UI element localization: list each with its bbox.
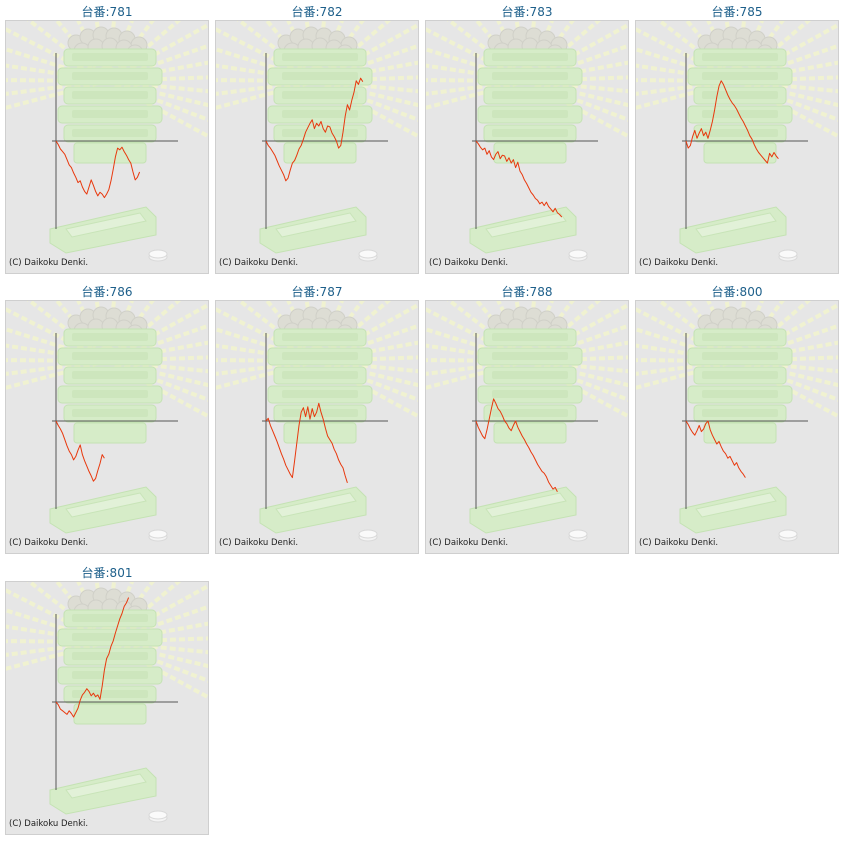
stacked-boxes bbox=[687, 48, 793, 164]
stacked-boxes bbox=[57, 48, 163, 164]
background-illustration bbox=[6, 582, 208, 823]
graph-svg bbox=[426, 301, 628, 542]
medal-difference-line bbox=[55, 420, 105, 482]
tray bbox=[259, 486, 367, 534]
medal-difference-line bbox=[55, 140, 141, 199]
graph-panel: (C) Daikoku Denki. bbox=[5, 300, 209, 554]
machine-number-title[interactable]: 台番:785 bbox=[711, 5, 763, 19]
copyright-text: (C) Daikoku Denki. bbox=[429, 258, 509, 268]
background-illustration bbox=[636, 21, 838, 262]
copyright-text: (C) Daikoku Denki. bbox=[429, 538, 509, 548]
stacked-boxes bbox=[687, 328, 793, 444]
graph-panel: (C) Daikoku Denki. bbox=[215, 300, 419, 554]
machine-graph-card: 台番:786 (C) Daikoku Denki. bbox=[5, 280, 209, 554]
stacked-boxes bbox=[267, 48, 373, 164]
copyright-text: (C) Daikoku Denki. bbox=[639, 258, 719, 268]
graph-svg bbox=[216, 301, 418, 542]
graph-svg bbox=[6, 21, 208, 262]
tray bbox=[679, 206, 787, 254]
medal-difference-line bbox=[475, 140, 563, 218]
machine-graph-card: 台番:788 (C) Daikoku Denki. bbox=[425, 280, 629, 554]
graph-svg bbox=[426, 21, 628, 262]
background-illustration bbox=[216, 301, 418, 542]
medal-difference-line bbox=[55, 597, 130, 718]
medal-difference-line bbox=[475, 398, 558, 493]
graph-svg bbox=[636, 301, 838, 542]
copyright-text: (C) Daikoku Denki. bbox=[219, 538, 299, 548]
graph-svg bbox=[6, 301, 208, 542]
machine-graph-card: 台番:787 (C) Daikoku Denki. bbox=[215, 280, 419, 554]
coin bbox=[148, 810, 168, 823]
background-illustration bbox=[636, 301, 838, 542]
stacked-boxes bbox=[57, 328, 163, 444]
machine-graph-card: 台番:785 (C) Daikoku Denki. bbox=[635, 0, 839, 274]
machine-number-title[interactable]: 台番:782 bbox=[291, 5, 343, 19]
graph-panel: (C) Daikoku Denki. bbox=[425, 20, 629, 274]
stacked-boxes bbox=[267, 328, 373, 444]
copyright-text: (C) Daikoku Denki. bbox=[9, 538, 89, 548]
graph-panel: (C) Daikoku Denki. bbox=[635, 20, 839, 274]
coin bbox=[778, 249, 798, 262]
graph-panel: (C) Daikoku Denki. bbox=[425, 300, 629, 554]
machine-number-title[interactable]: 台番:788 bbox=[501, 285, 553, 299]
machine-number-title[interactable]: 台番:800 bbox=[711, 285, 763, 299]
medal-difference-line bbox=[265, 77, 364, 182]
coin bbox=[358, 529, 378, 542]
copyright-text: (C) Daikoku Denki. bbox=[219, 258, 299, 268]
graph-panel: (C) Daikoku Denki. bbox=[5, 20, 209, 274]
tray bbox=[49, 767, 157, 815]
graph-panel: (C) Daikoku Denki. bbox=[635, 300, 839, 554]
machine-number-title[interactable]: 台番:787 bbox=[291, 285, 343, 299]
machine-number-title[interactable]: 台番:781 bbox=[81, 5, 133, 19]
machine-graph-card: 台番:782 (C) Daikoku Denki. bbox=[215, 0, 419, 274]
coin bbox=[568, 529, 588, 542]
machine-number-title[interactable]: 台番:783 bbox=[501, 5, 553, 19]
graph-panel: (C) Daikoku Denki. bbox=[5, 581, 209, 835]
medal-difference-line bbox=[685, 420, 746, 478]
machine-graph-card: 台番:800 (C) Daikoku Denki. bbox=[635, 280, 839, 554]
machine-graph-card: 台番:783 (C) Daikoku Denki. bbox=[425, 0, 629, 274]
tray bbox=[49, 486, 157, 534]
tray bbox=[259, 206, 367, 254]
coin bbox=[148, 529, 168, 542]
coin bbox=[778, 529, 798, 542]
coin bbox=[568, 249, 588, 262]
stacked-boxes bbox=[477, 328, 583, 444]
machine-number-title[interactable]: 台番:801 bbox=[81, 566, 133, 580]
medal-difference-line bbox=[265, 402, 348, 484]
copyright-text: (C) Daikoku Denki. bbox=[9, 258, 89, 268]
background-illustration bbox=[426, 21, 628, 262]
stacked-boxes bbox=[57, 609, 163, 725]
medal-difference-line bbox=[685, 80, 779, 164]
tray bbox=[469, 486, 577, 534]
background-illustration bbox=[6, 301, 208, 542]
tray bbox=[469, 206, 577, 254]
stacked-boxes bbox=[477, 48, 583, 164]
graph-svg bbox=[6, 582, 208, 823]
background-illustration bbox=[426, 301, 628, 542]
coin bbox=[148, 249, 168, 262]
machine-graph-card: 台番:781 (C) Daikoku Denki. bbox=[5, 0, 209, 274]
tray bbox=[49, 206, 157, 254]
graph-svg bbox=[636, 21, 838, 262]
graph-svg bbox=[216, 21, 418, 262]
graph-panel: (C) Daikoku Denki. bbox=[215, 20, 419, 274]
machine-number-title[interactable]: 台番:786 bbox=[81, 285, 133, 299]
tray bbox=[679, 486, 787, 534]
copyright-text: (C) Daikoku Denki. bbox=[9, 819, 89, 829]
copyright-text: (C) Daikoku Denki. bbox=[639, 538, 719, 548]
coin bbox=[358, 249, 378, 262]
machine-graph-card: 台番:801 (C) Daikoku Denki. bbox=[5, 561, 209, 835]
background-illustration bbox=[6, 21, 208, 262]
